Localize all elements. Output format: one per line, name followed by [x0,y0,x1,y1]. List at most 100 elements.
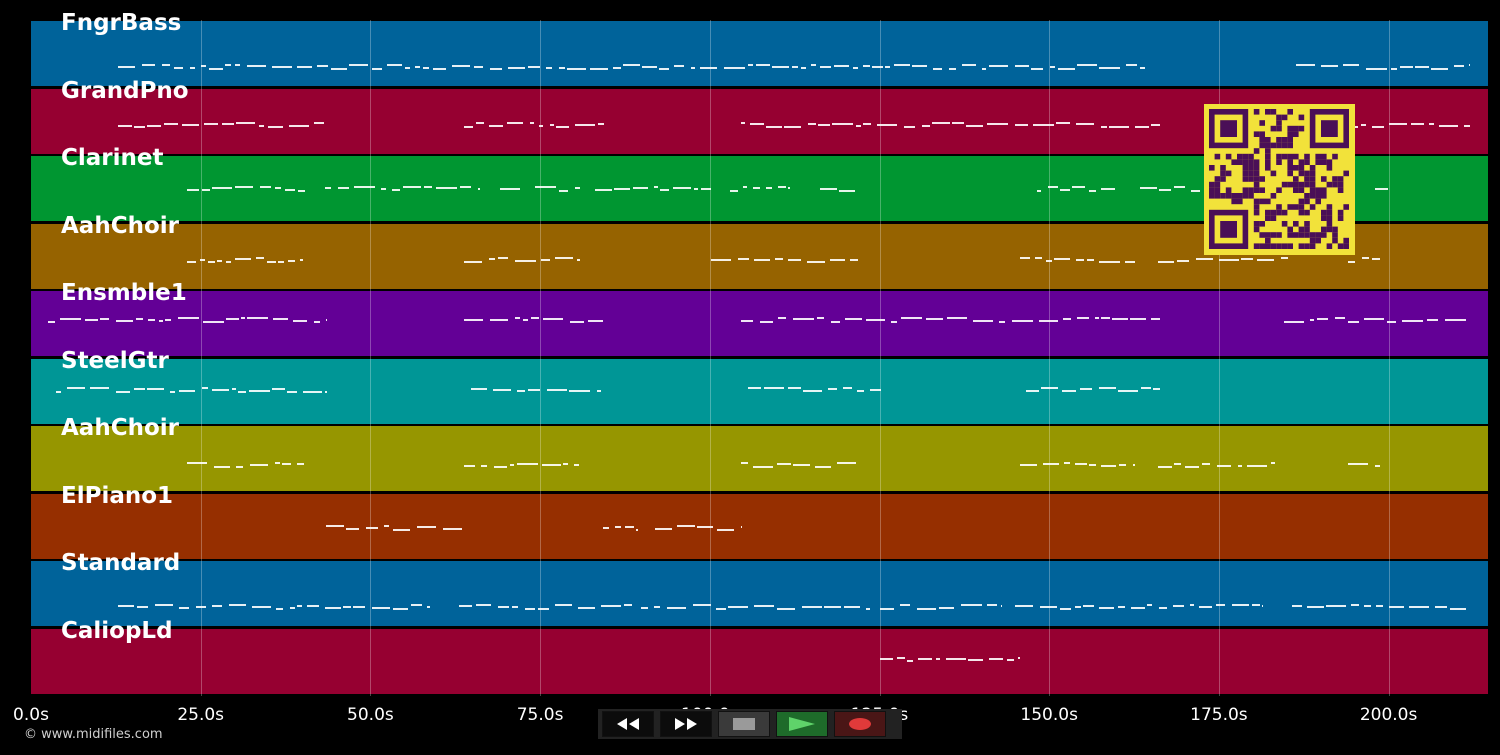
midi-note [1174,463,1181,465]
midi-note [1375,188,1388,190]
midi-note [464,125,473,128]
midi-note [894,64,910,66]
midi-note [748,386,761,389]
midi-note [515,317,520,319]
midi-note [354,186,375,188]
midi-note [235,64,240,66]
midi-note [563,463,568,465]
midi-note [1372,125,1384,128]
midi-note [885,66,890,68]
track-lane [31,291,1488,356]
midi-note [1252,604,1260,606]
midi-note [1130,318,1146,320]
midi-note [1173,605,1184,607]
stop-icon [733,718,755,730]
fast-forward-button[interactable] [660,711,712,737]
midi-note [1077,64,1097,66]
midi-note [1375,465,1380,467]
midi-note [525,608,535,610]
transport-controls [598,709,902,739]
midi-note [317,65,328,67]
midi-note [743,186,747,188]
gridline [540,20,542,696]
gridline [1388,20,1390,696]
rewind-button[interactable] [602,711,654,737]
midi-note [590,68,608,70]
midi-note [1001,605,1002,607]
midi-note [512,606,518,608]
midi-note [187,260,196,263]
midi-note [839,190,855,192]
midi-note [1126,64,1137,66]
record-button[interactable] [834,711,886,737]
midi-note [212,187,232,189]
midi-note [298,190,305,192]
midi-note [523,319,528,321]
midi-note [353,606,365,608]
midi-note [325,187,331,189]
time-tick-label: 200.0s [1359,705,1418,725]
midi-note [297,463,304,465]
midi-note [267,260,276,263]
midi-note [500,188,520,190]
midi-note [866,608,870,610]
midi-note [1335,317,1345,319]
midi-note [217,259,222,262]
midi-note [808,122,816,125]
midi-note [297,66,312,68]
midi-note [982,68,986,70]
midi-note [741,462,748,464]
midi-note [830,258,845,261]
midi-note [300,258,303,261]
midi-note [1062,389,1076,392]
midi-note [464,319,483,321]
midi-note [546,67,552,69]
midi-note [1099,607,1114,609]
midi-note [372,68,382,70]
midi-note [349,64,368,66]
track-name-label: Clarinet [61,145,164,171]
midi-note [625,525,634,528]
midi-note [272,387,285,390]
midi-note [433,68,446,70]
midi-note [641,607,648,609]
midi-note [660,189,669,191]
time-tick-label: 50.0s [347,705,394,725]
midi-note [1348,463,1368,465]
midi-note [1199,606,1212,608]
midi-note [820,66,831,68]
midi-note [1101,188,1115,190]
midi-note [1041,386,1058,389]
midi-note [741,525,742,528]
midi-note [697,525,713,528]
midi-note [297,605,302,607]
midi-note [423,67,429,69]
midi-note [989,65,1008,67]
midi-note [788,258,801,261]
midi-note [1296,64,1315,66]
midi-note [1151,123,1160,126]
midi-note [187,189,199,191]
midi-note [474,66,483,68]
stop-button[interactable] [718,711,770,737]
midi-note [807,260,825,263]
midi-note [577,258,580,261]
midi-note [490,68,502,70]
midi-note [1435,606,1447,608]
midi-note [201,65,206,67]
midi-note [834,65,849,67]
midi-note [811,64,816,66]
midi-note [880,608,894,610]
midi-note [275,187,281,189]
midi-note [155,604,173,606]
midi-note [866,319,885,321]
midi-note [1063,318,1071,320]
midi-note [870,388,881,391]
midi-note [1012,320,1033,322]
midi-note [1400,66,1413,68]
midi-note [673,187,691,189]
midi-note [202,386,208,389]
play-button[interactable] [776,711,828,737]
midi-note [748,64,753,66]
midi-note [601,605,621,607]
